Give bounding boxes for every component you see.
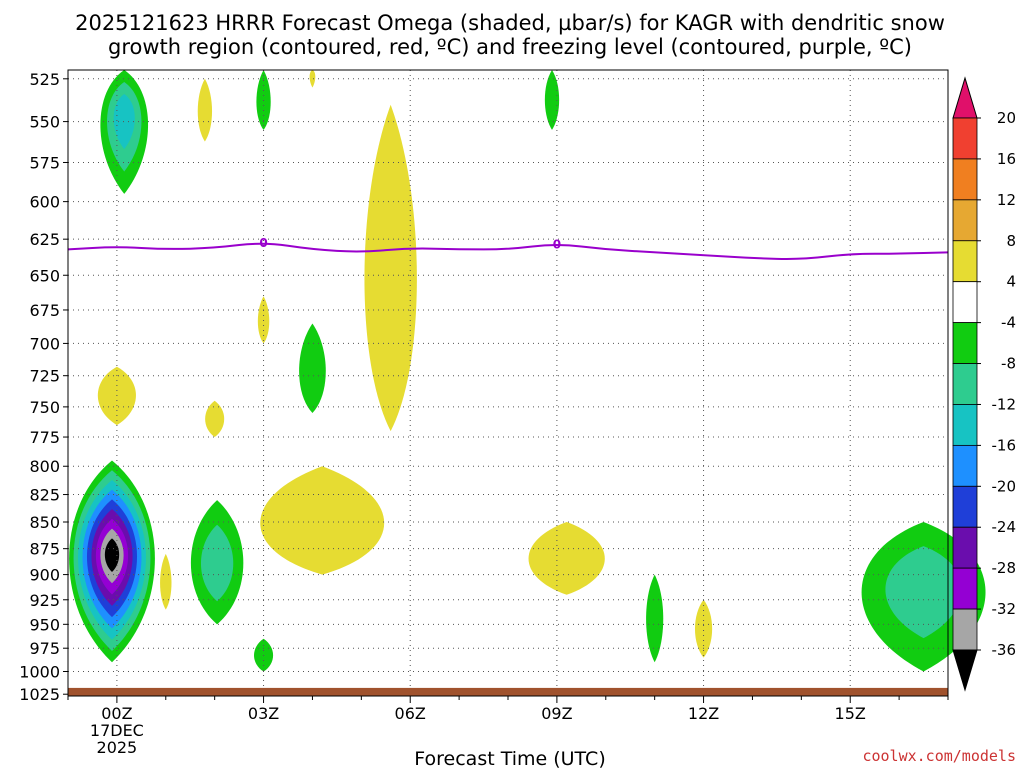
omega-region-mid-04z-0: [299, 323, 326, 413]
colorbar-swatch-10: [952, 526, 978, 569]
freezing-level-line: [67, 242, 949, 260]
omega-region-low-00z-core-8: [104, 538, 120, 572]
y-axis: 525 550 575 600 625 650 675 700 725 750 775 800 825 8…: [19, 70, 68, 704]
colorbar-swatch-8: [952, 444, 978, 487]
omega-shading: [69, 70, 986, 672]
colorbar-label-8: 8: [1006, 232, 1016, 250]
colorbar-swatch-6: [952, 363, 978, 405]
colorbar-swatch-11: [952, 567, 978, 610]
x-tick-label-12Z: 12Z: [688, 704, 719, 723]
colorbar-swatch-7: [952, 404, 978, 446]
omega-region-low-16z-green-1: [885, 546, 962, 639]
omega-region-low-12z-yellow-0: [694, 599, 713, 658]
y-tick-label-1000: 1000: [19, 662, 60, 681]
colorbar-label-4: 4: [1006, 273, 1016, 291]
omega-region-upsl-04z-0: [309, 70, 316, 88]
omega-region-mid-06z-lobe-0: [364, 104, 417, 432]
colorbar-swatch-12: [952, 608, 978, 651]
y-tick-label-825: 825: [29, 486, 60, 505]
colorbar-swatch-0: [952, 117, 978, 160]
omega-region-low-11z-green-0: [646, 574, 664, 663]
freezing-level-label-3: 0: [259, 236, 267, 250]
x-tick-label-00Z: 00Z: [101, 704, 132, 723]
y-tick-label-875: 875: [29, 540, 60, 559]
y-tick-label-625: 625: [29, 230, 60, 249]
x-axis-title: Forecast Time (UTC): [414, 748, 605, 768]
colorbar-label--8: -8: [1001, 355, 1016, 373]
y-tick-label-900: 900: [29, 566, 60, 585]
omega-region-mid-02z-yellow-0: [205, 400, 225, 438]
omega-region-upsl-03z-0: [256, 70, 271, 130]
y-tick-label-575: 575: [29, 153, 60, 172]
x-tick-label-09Z: 09Z: [541, 704, 572, 723]
y-tick-label-675: 675: [29, 301, 60, 320]
y-tick-label-550: 550: [29, 113, 60, 132]
y-tick-label-725: 725: [29, 367, 60, 386]
colorbar-label-16: 16: [997, 150, 1016, 168]
y-tick-label-600: 600: [29, 193, 60, 212]
colorbar-arrow-bottom: [952, 649, 978, 692]
omega-region-upsl-00z-outer-2: [113, 93, 135, 150]
x-tick-label-03Z: 03Z: [248, 704, 279, 723]
omega-region-upsl-01z-0: [197, 78, 213, 142]
chart-title-line1: 2025121623 HRRR Forecast Omega (shaded, …: [75, 11, 945, 35]
ground-fill: [68, 687, 948, 696]
x-tick-label-06Z: 06Z: [395, 704, 426, 723]
colorbar-swatch-4: [952, 281, 978, 324]
colorbar-label--12: -12: [992, 395, 1017, 413]
y-tick-label-925: 925: [29, 591, 60, 610]
colorbar-swatch-3: [952, 240, 978, 283]
y-tick-label-975: 975: [29, 639, 60, 658]
omega-region-low-01z-yellow-0: [160, 553, 172, 610]
x-tick-sublabel-date: 17DEC: [90, 721, 144, 740]
omega-region-mid-03z-0: [257, 296, 270, 344]
colorbar-label-12: 12: [997, 191, 1016, 209]
chart-title-line2: growth region (contoured, red, ºC) and f…: [108, 35, 912, 59]
y-tick-label-850: 850: [29, 513, 60, 532]
credit-link[interactable]: coolwx.com/models: [862, 747, 1016, 765]
y-tick-label-1025: 1025: [19, 685, 60, 704]
colorbar-swatch-2: [952, 199, 978, 242]
omega-region-upsl-09z-0: [544, 70, 560, 130]
colorbar-label--16: -16: [992, 436, 1017, 454]
x-tick-label-15Z: 15Z: [835, 704, 866, 723]
colorbar-label-20: 20: [997, 109, 1016, 127]
colorbar-label--28: -28: [992, 559, 1017, 577]
y-tick-label-750: 750: [29, 398, 60, 417]
omega-region-low-09z-yellow-0: [528, 522, 605, 595]
colorbar: 20 16 12 8 4 -4 -8 -12 -16 -20 -24 -28 -32 -36: [952, 76, 1017, 692]
colorbar-swatch-9: [952, 485, 978, 528]
omega-region-low-04z-yellow-0: [260, 466, 385, 575]
y-tick-label-950: 950: [29, 615, 60, 634]
y-tick-label-800: 800: [29, 457, 60, 476]
y-tick-label-525: 525: [29, 70, 60, 89]
colorbar-label--24: -24: [992, 518, 1017, 536]
colorbar-arrow-top: [952, 76, 978, 119]
colorbar-label--32: -32: [992, 600, 1017, 618]
x-tick-sublabel-year: 2025: [97, 738, 138, 757]
ground-strip: [68, 687, 948, 696]
omega-region-low-02z-blob-1: [200, 524, 234, 602]
colorbar-swatch-5: [952, 322, 978, 364]
colorbar-label--36: -36: [992, 641, 1017, 659]
y-tick-label-700: 700: [29, 334, 60, 353]
colorbar-label--4: -4: [1001, 314, 1016, 332]
colorbar-label--20: -20: [992, 477, 1017, 495]
y-tick-label-650: 650: [29, 266, 60, 285]
y-tick-label-775: 775: [29, 428, 60, 447]
colorbar-swatch-1: [952, 158, 978, 201]
freezing-level-label-9: 0: [553, 238, 561, 252]
